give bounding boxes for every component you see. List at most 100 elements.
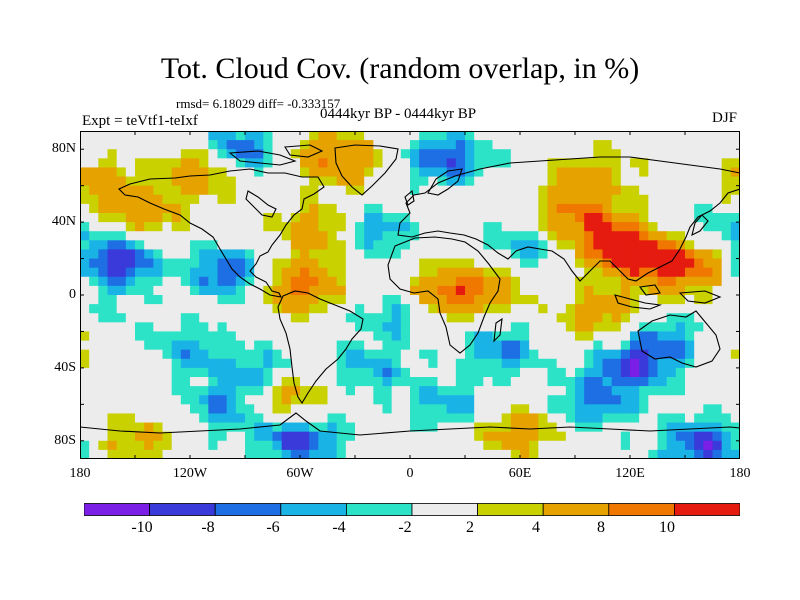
anomaly-cell xyxy=(712,258,723,269)
anomaly-cell xyxy=(107,322,118,333)
anomaly-cell xyxy=(685,167,695,178)
anomaly-cell xyxy=(400,276,411,287)
anomaly-cell xyxy=(162,431,173,442)
anomaly-cell xyxy=(144,276,154,287)
anomaly-cell xyxy=(153,331,164,342)
anomaly-cell xyxy=(345,176,356,187)
anomaly-cell xyxy=(712,240,723,251)
anomaly-cell xyxy=(144,422,154,433)
anomaly-cell xyxy=(382,203,393,214)
anomaly-cell xyxy=(281,222,292,232)
anomaly-cell xyxy=(730,349,740,360)
anomaly-cell xyxy=(465,149,475,159)
anomaly-cell xyxy=(529,358,539,369)
anomaly-cell xyxy=(648,149,659,159)
anomaly-cell xyxy=(309,349,319,360)
anomaly-cell xyxy=(428,194,439,205)
anomaly-cell xyxy=(611,140,622,150)
anomaly-cell xyxy=(135,231,145,241)
anomaly-cell xyxy=(373,285,384,296)
anomaly-cell xyxy=(675,167,686,178)
anomaly-cell xyxy=(345,276,356,287)
anomaly-cell xyxy=(281,413,292,424)
anomaly-cell xyxy=(327,440,338,451)
anomaly-cell xyxy=(575,267,585,278)
anomaly-cell xyxy=(98,295,109,305)
anomaly-cell xyxy=(584,258,594,269)
anomaly-cell xyxy=(703,203,714,214)
anomaly-cell xyxy=(639,249,649,260)
anomaly-cell xyxy=(217,203,228,214)
anomaly-cell xyxy=(520,258,530,269)
anomaly-cell xyxy=(428,449,439,459)
anomaly-cell xyxy=(327,422,338,433)
anomaly-cell xyxy=(180,295,191,305)
anomaly-cell xyxy=(400,176,411,187)
anomaly-cell xyxy=(254,140,264,150)
anomaly-cell xyxy=(685,267,695,278)
anomaly-cell xyxy=(162,231,173,241)
anomaly-cell xyxy=(144,413,154,424)
anomaly-cell xyxy=(446,249,457,260)
anomaly-cell xyxy=(116,449,127,459)
anomaly-cell xyxy=(666,304,677,314)
anomaly-cell xyxy=(410,377,420,387)
anomaly-cell xyxy=(538,276,549,287)
anomaly-cell xyxy=(584,349,594,360)
anomaly-cell xyxy=(245,258,255,269)
anomaly-cell xyxy=(98,404,109,415)
anomaly-cell xyxy=(364,222,374,232)
anomaly-cell xyxy=(721,249,732,260)
anomaly-cell xyxy=(730,131,740,141)
anomaly-cell xyxy=(135,149,145,159)
anomaly-cell xyxy=(428,258,439,269)
anomaly-cell xyxy=(235,340,246,351)
anomaly-cell xyxy=(520,395,530,405)
anomaly-cell xyxy=(345,140,356,150)
anomaly-cell xyxy=(538,176,549,187)
anomaly-cell xyxy=(309,386,319,396)
anomaly-cell xyxy=(538,158,549,169)
anomaly-cell xyxy=(364,313,374,323)
anomaly-cell xyxy=(199,367,209,378)
anomaly-cell xyxy=(153,431,164,442)
anomaly-cell xyxy=(125,258,136,269)
anomaly-cell xyxy=(565,131,576,141)
anomaly-cell xyxy=(281,386,292,396)
anomaly-cell xyxy=(254,258,264,269)
anomaly-cell xyxy=(400,149,411,159)
anomaly-cell xyxy=(538,258,549,269)
anomaly-cell xyxy=(520,413,530,424)
anomaly-cell xyxy=(593,203,604,214)
anomaly-cell xyxy=(675,404,686,415)
anomaly-cell xyxy=(703,440,714,451)
anomaly-cell xyxy=(721,295,732,305)
anomaly-cell xyxy=(538,167,549,178)
anomaly-cell xyxy=(391,249,402,260)
anomaly-cell xyxy=(529,431,539,442)
anomaly-cell xyxy=(492,304,503,314)
anomaly-cell xyxy=(455,149,466,159)
anomaly-cell xyxy=(529,176,539,187)
anomaly-cell xyxy=(162,295,173,305)
anomaly-cell xyxy=(483,395,494,405)
anomaly-cell xyxy=(162,449,173,459)
anomaly-cell xyxy=(208,213,219,223)
anomaly-cell xyxy=(345,295,356,305)
anomaly-cell xyxy=(428,213,439,223)
anomaly-cell xyxy=(639,449,649,459)
anomaly-cell xyxy=(162,158,173,169)
anomaly-cell xyxy=(730,176,740,187)
anomaly-cell xyxy=(510,377,521,387)
anomaly-cell xyxy=(226,203,237,214)
anomaly-cell xyxy=(272,331,283,342)
anomaly-cell xyxy=(675,222,686,232)
anomaly-cell xyxy=(309,322,319,333)
anomaly-cell xyxy=(355,149,365,159)
anomaly-cell xyxy=(245,158,255,169)
anomaly-cell xyxy=(281,431,292,442)
anomaly-cell xyxy=(263,449,274,459)
anomaly-cell xyxy=(116,313,127,323)
anomaly-cell xyxy=(318,140,329,150)
anomaly-cell xyxy=(730,322,740,333)
